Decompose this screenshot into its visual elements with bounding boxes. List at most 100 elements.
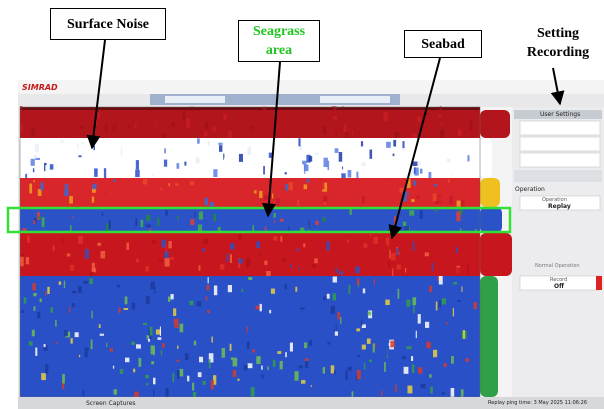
echo-streak xyxy=(196,157,200,163)
echo-streak xyxy=(420,210,423,219)
echo-streak xyxy=(92,184,96,189)
echo-streak xyxy=(427,113,430,115)
echo-streak xyxy=(177,360,180,362)
echo-streak xyxy=(280,236,282,242)
echo-streak xyxy=(335,148,339,153)
echo-streak xyxy=(333,277,337,283)
echo-streak xyxy=(442,298,446,304)
echo-streak xyxy=(206,296,208,300)
echo-streak xyxy=(383,113,388,121)
echo-streak xyxy=(418,367,422,373)
echo-streak xyxy=(424,281,428,286)
echo-streak xyxy=(333,116,338,120)
echo-streak xyxy=(152,240,156,243)
echo-streak xyxy=(338,114,340,121)
echo-streak xyxy=(134,392,139,398)
echo-streak xyxy=(225,270,229,272)
echo-streak xyxy=(352,131,353,135)
echo-streak xyxy=(323,367,325,374)
echo-streak xyxy=(94,146,96,151)
echo-streak xyxy=(262,375,264,379)
echo-streak xyxy=(180,369,184,377)
echo-streak xyxy=(342,167,343,170)
echo-streak xyxy=(409,210,414,215)
echo-streak xyxy=(174,319,179,328)
echo-streak xyxy=(88,351,90,359)
echo-streak xyxy=(467,385,472,391)
echo-streak xyxy=(26,257,29,264)
echo-streak xyxy=(47,287,49,294)
echo-streak xyxy=(448,169,453,173)
echo-streak xyxy=(233,370,237,377)
echo-band xyxy=(20,110,480,138)
status-tab[interactable]: Screen Captures xyxy=(86,400,136,407)
echo-streak xyxy=(168,297,170,302)
echo-streak xyxy=(268,367,269,371)
echo-streak xyxy=(457,300,460,302)
echo-streak xyxy=(127,243,130,250)
echo-streak xyxy=(141,220,144,227)
echo-streak xyxy=(322,217,325,222)
echo-streak xyxy=(177,254,181,260)
echo-streak xyxy=(273,360,276,367)
echo-streak xyxy=(184,162,186,166)
echo-streak xyxy=(78,286,82,293)
echo-streak xyxy=(33,168,34,172)
echo-streak xyxy=(238,234,241,239)
echo-streak xyxy=(458,164,461,172)
echo-streak xyxy=(165,258,170,267)
echo-streak xyxy=(336,325,337,330)
setting-button[interactable] xyxy=(520,137,600,151)
echo-streak xyxy=(92,189,96,193)
echo-streak xyxy=(106,343,107,348)
setting-button[interactable] xyxy=(520,153,600,167)
echo-streak xyxy=(315,153,319,155)
echo-streak xyxy=(331,306,335,314)
echo-streak xyxy=(62,161,65,167)
echo-streak xyxy=(363,243,367,247)
echo-streak xyxy=(64,242,69,247)
echo-streak xyxy=(184,191,185,198)
echo-streak xyxy=(352,391,354,397)
echo-streak xyxy=(35,158,40,160)
echo-streak xyxy=(162,240,166,248)
echo-streak xyxy=(394,353,396,356)
echo-streak xyxy=(295,371,299,381)
echo-streak xyxy=(470,121,473,131)
echo-streak xyxy=(242,289,244,292)
echo-streak xyxy=(166,388,169,398)
echo-streak xyxy=(402,148,404,151)
echo-streak xyxy=(453,282,457,285)
panel-tabs[interactable] xyxy=(514,170,602,182)
echo-streak xyxy=(72,291,77,293)
echo-streak xyxy=(340,317,341,324)
echo-streak xyxy=(55,320,56,327)
replay-slider[interactable] xyxy=(165,96,225,103)
echo-streak xyxy=(51,307,53,313)
echo-streak xyxy=(258,253,260,255)
echo-streak xyxy=(220,264,225,269)
echo-streak xyxy=(418,161,421,166)
echo-streak xyxy=(388,261,390,269)
echo-streak xyxy=(370,150,373,159)
echo-streak xyxy=(177,370,180,379)
echo-streak xyxy=(125,358,129,363)
echo-streak xyxy=(377,156,382,164)
echo-streak xyxy=(298,200,300,206)
echo-streak xyxy=(362,324,366,328)
echo-streak xyxy=(102,212,104,217)
echo-streak xyxy=(136,259,139,263)
echo-streak xyxy=(156,329,161,334)
echo-streak xyxy=(198,316,203,320)
echo-streak xyxy=(372,195,377,197)
echo-streak xyxy=(34,155,37,158)
echo-streak xyxy=(344,123,347,132)
echo-streak xyxy=(27,236,30,244)
echo-streak xyxy=(203,239,208,244)
echo-streak xyxy=(405,268,406,273)
echo-streak xyxy=(382,168,383,172)
echo-streak xyxy=(197,301,202,306)
echo-streak xyxy=(246,258,250,268)
setting-button[interactable] xyxy=(520,121,600,135)
echo-streak xyxy=(269,310,271,313)
